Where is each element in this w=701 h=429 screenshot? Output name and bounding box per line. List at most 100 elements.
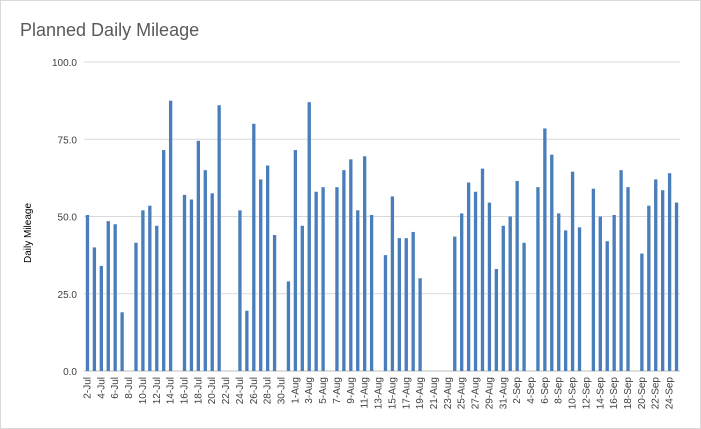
- bar-11-Sep: [577, 227, 582, 371]
- x-tick-label: 20-Jul: [207, 377, 218, 404]
- bar-17-Aug: [404, 238, 408, 371]
- x-tick-label: 16-Jul: [179, 377, 190, 404]
- x-tick-label: 2-Sep: [512, 377, 523, 404]
- bar-18-Sep: [626, 187, 630, 371]
- y-tick-label: 25.0: [58, 290, 78, 301]
- bar-11-Jul: [148, 205, 152, 371]
- bar-28-Aug: [480, 168, 485, 371]
- bar-1-Aug: [293, 150, 298, 371]
- x-tick-label: 21-Aug: [429, 377, 440, 409]
- bar-26-Jul: [252, 123, 256, 371]
- bar-22-Sep: [654, 179, 658, 371]
- bar-9-Jul: [134, 242, 138, 371]
- bar-9-Sep: [563, 230, 568, 371]
- bar-23-Sep: [661, 190, 665, 371]
- x-tick-label: 12-Jul: [152, 377, 163, 404]
- x-tick-label: 14-Jul: [166, 377, 177, 404]
- y-tick-label: 100.0: [52, 58, 77, 69]
- bar-14-Sep: [598, 216, 602, 371]
- x-tick-label: 10-Sep: [568, 377, 579, 410]
- bar-16-Jul: [182, 194, 187, 371]
- bar-24-Sep: [667, 173, 672, 371]
- x-tick-label: 5-Aug: [318, 377, 329, 404]
- bar-6-Sep: [543, 128, 547, 371]
- bar-14-Jul: [168, 100, 173, 372]
- bar-21-Sep: [647, 205, 651, 371]
- bars: [85, 100, 679, 372]
- bar-5-Aug: [321, 187, 325, 371]
- bar-31-Aug: [501, 225, 505, 371]
- x-tick-label: 22-Sep: [651, 377, 662, 410]
- y-tick-label: 50.0: [58, 213, 78, 224]
- x-tick-label: 1-Aug: [290, 377, 301, 404]
- bar-15-Aug: [390, 196, 395, 371]
- bar-17-Sep: [619, 170, 623, 371]
- x-tick-label: 8-Jul: [124, 377, 135, 399]
- bar-7-Sep: [550, 154, 554, 371]
- bar-2-Jul: [85, 214, 90, 371]
- bar-10-Jul: [141, 210, 145, 371]
- bar-29-Jul: [272, 235, 277, 371]
- x-tick-label: 20-Sep: [637, 377, 648, 410]
- x-tick-label: 9-Aug: [346, 377, 357, 404]
- x-tick-label: 15-Aug: [387, 377, 398, 409]
- bar-3-Aug: [307, 102, 311, 372]
- bar-16-Sep: [612, 214, 616, 371]
- y-axis-label: Daily Mileage: [23, 203, 34, 263]
- x-tick-label: 16-Sep: [609, 377, 620, 410]
- bar-8-Sep: [557, 213, 561, 371]
- bar-3-Jul: [92, 247, 97, 371]
- bar-9-Aug: [349, 159, 353, 371]
- x-tick-label: 18-Jul: [193, 377, 204, 404]
- bar-8-Aug: [342, 170, 346, 371]
- bar-3-Sep: [522, 242, 526, 371]
- bar-5-Jul: [106, 221, 110, 371]
- bar-13-Sep: [591, 188, 596, 371]
- x-tick-label: 4-Sep: [526, 377, 537, 404]
- bar-1-Sep: [508, 216, 512, 371]
- bar-16-Aug: [397, 238, 401, 371]
- bar-29-Aug: [487, 202, 492, 371]
- x-tick-label: 24-Sep: [665, 377, 676, 410]
- x-tick-label: 10-Jul: [138, 377, 149, 404]
- y-tick-label: 0.0: [63, 367, 77, 378]
- bar-27-Aug: [473, 191, 478, 371]
- bar-25-Sep: [674, 202, 679, 371]
- bar-7-Jul: [120, 312, 124, 371]
- bar-24-Jul: [238, 210, 242, 371]
- x-tick-label: 13-Aug: [374, 377, 385, 409]
- bar-30-Aug: [494, 269, 499, 371]
- x-tick-label: 18-Sep: [623, 377, 634, 410]
- x-tick-label: 6-Jul: [110, 377, 121, 399]
- x-tick-labels: 2-Jul 4-Jul 6-Jul 8-Jul 10-Jul 12-Jul 14-Jul 16…: [82, 377, 675, 410]
- x-tick-label: 29-Aug: [484, 377, 495, 409]
- bar-2-Sep: [515, 180, 519, 371]
- bar-17-Jul: [189, 199, 194, 371]
- bar-25-Jul: [245, 310, 249, 371]
- x-tick-label: 8-Sep: [554, 377, 565, 404]
- x-tick-label: 19-Aug: [415, 377, 426, 409]
- x-tick-label: 23-Aug: [443, 377, 454, 409]
- bar-31-Jul: [286, 281, 291, 371]
- x-tick-label: 3-Aug: [304, 377, 315, 404]
- x-tick-label: 7-Aug: [332, 377, 343, 404]
- bar-15-Sep: [605, 241, 609, 371]
- x-tick-label: 12-Sep: [581, 377, 592, 410]
- bar-13-Jul: [162, 150, 166, 371]
- x-tick-label: 4-Jul: [96, 377, 107, 399]
- x-tick-label: 22-Jul: [221, 377, 232, 404]
- bar-27-Jul: [259, 179, 263, 371]
- x-tick-label: 24-Jul: [235, 377, 246, 404]
- bar-14-Aug: [383, 255, 388, 372]
- bar-10-Aug: [356, 210, 360, 371]
- gridlines: [84, 61, 680, 372]
- x-tick-label: 30-Jul: [277, 377, 288, 404]
- x-tick-label: 28-Jul: [263, 377, 274, 404]
- bar-28-Jul: [265, 165, 270, 371]
- bar-10-Sep: [570, 171, 575, 371]
- bar-26-Aug: [466, 182, 471, 371]
- bar-18-Jul: [196, 140, 201, 371]
- bar-24-Aug: [453, 236, 457, 371]
- x-tick-label: 17-Aug: [401, 377, 412, 409]
- bar-5-Sep: [536, 187, 540, 371]
